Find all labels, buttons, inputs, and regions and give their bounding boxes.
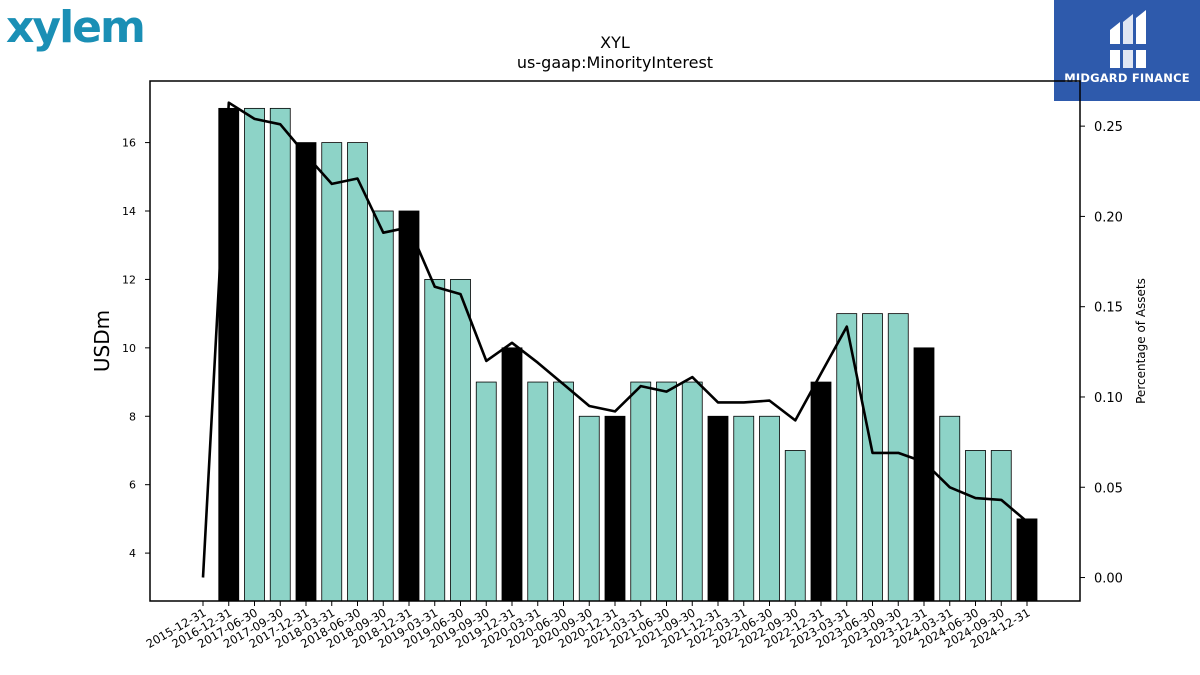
chart-subtitle: us-gaap:MinorityInterest: [517, 53, 713, 72]
y-tick-label: 10: [122, 342, 136, 355]
y2-tick-label: 0.10: [1094, 391, 1123, 406]
bar-2023-09-30: [887, 313, 909, 602]
y-tick-label: 12: [122, 273, 136, 286]
bar-2024-03-31: [939, 415, 961, 602]
bar-2020-09-30: [578, 415, 600, 602]
bar-2019-06-30: [450, 279, 471, 602]
y-tick-label: 8: [129, 410, 136, 423]
bar-series: [218, 107, 1038, 602]
bar-2022-12-31: [810, 381, 832, 602]
y2-tick-label: 0.05: [1094, 481, 1123, 496]
y2-tick-label: 0.00: [1094, 572, 1123, 587]
bar-2022-06-30: [759, 415, 780, 602]
y2-tick-label: 0.15: [1094, 301, 1123, 316]
bar-2021-06-30: [656, 381, 677, 602]
bar-2023-12-31: [913, 347, 935, 602]
bar-2020-12-31: [604, 415, 626, 602]
bar-2018-03-31: [321, 142, 343, 602]
chart-title: XYL: [600, 33, 630, 52]
midgard-finance-logo: MIDGARD FINANCE: [1054, 0, 1200, 101]
x-axis: 2015-12-312016-12-312017-06-302017-09-30…: [144, 601, 1033, 651]
bar-2017-12-31: [295, 142, 317, 602]
bar-2020-06-30: [553, 381, 574, 602]
y2-tick-label: 0.25: [1094, 120, 1123, 135]
right-axis: 0.00 0.05 0.10 0.15 0.20 0.25: [1080, 120, 1123, 587]
midgard-finance-text: MIDGARD FINANCE: [1064, 71, 1190, 85]
bar-2023-06-30: [862, 313, 883, 602]
left-axis: 4 6 8 10 12 14 16: [122, 137, 150, 560]
bar-2018-06-30: [347, 142, 368, 602]
y-tick-label: 6: [129, 479, 136, 492]
bar-2019-12-31: [501, 347, 523, 602]
y-tick-label: 14: [122, 205, 136, 218]
bar-2024-12-31: [1016, 518, 1038, 602]
bar-2020-03-31: [527, 381, 549, 602]
bar-2021-12-31: [707, 415, 729, 602]
xylem-logo: xylem: [6, 2, 146, 53]
bar-2017-06-30: [244, 107, 265, 602]
bar-2018-12-31: [398, 210, 420, 602]
bar-2024-09-30: [990, 450, 1012, 602]
bar-2021-09-30: [681, 381, 703, 602]
percentage-line: [201, 101, 1028, 578]
bar-2021-03-31: [630, 381, 652, 602]
y2-tick-label: 0.20: [1094, 210, 1123, 225]
bar-2017-09-30: [269, 107, 291, 602]
bar-2018-09-30: [372, 210, 394, 602]
y-axis-label: USDm: [90, 310, 114, 372]
y-tick-label: 4: [129, 547, 136, 560]
bar-2016-12-31: [218, 107, 240, 602]
line-series: [201, 101, 1028, 578]
bar-2024-06-30: [965, 450, 986, 602]
y-tick-label: 16: [122, 137, 136, 150]
bar-2019-09-30: [475, 381, 497, 602]
midgard-emblem-icon: [1110, 10, 1146, 68]
bar-2022-09-30: [784, 450, 806, 602]
bar-2022-03-31: [733, 415, 755, 602]
y2-axis-label: Percentage of Assets: [1134, 278, 1148, 404]
bar-2019-03-31: [424, 279, 446, 602]
